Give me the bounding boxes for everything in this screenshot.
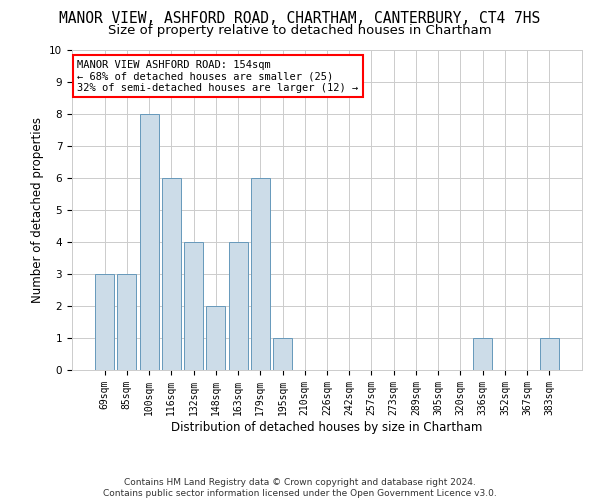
X-axis label: Distribution of detached houses by size in Chartham: Distribution of detached houses by size … [172, 420, 482, 434]
Text: MANOR VIEW ASHFORD ROAD: 154sqm
← 68% of detached houses are smaller (25)
32% of: MANOR VIEW ASHFORD ROAD: 154sqm ← 68% of… [77, 60, 358, 93]
Bar [251, 178, 270, 370]
Text: Size of property relative to detached houses in Chartham: Size of property relative to detached ho… [108, 24, 492, 37]
Bar [184, 242, 203, 370]
Bar [206, 306, 225, 370]
Bar [473, 338, 492, 370]
Bar [162, 178, 181, 370]
Bar [273, 338, 292, 370]
Text: MANOR VIEW, ASHFORD ROAD, CHARTHAM, CANTERBURY, CT4 7HS: MANOR VIEW, ASHFORD ROAD, CHARTHAM, CANT… [59, 11, 541, 26]
Bar [540, 338, 559, 370]
Text: Contains HM Land Registry data © Crown copyright and database right 2024.
Contai: Contains HM Land Registry data © Crown c… [103, 478, 497, 498]
Bar [118, 274, 136, 370]
Bar [229, 242, 248, 370]
Bar [140, 114, 158, 370]
Y-axis label: Number of detached properties: Number of detached properties [31, 117, 44, 303]
Bar [95, 274, 114, 370]
